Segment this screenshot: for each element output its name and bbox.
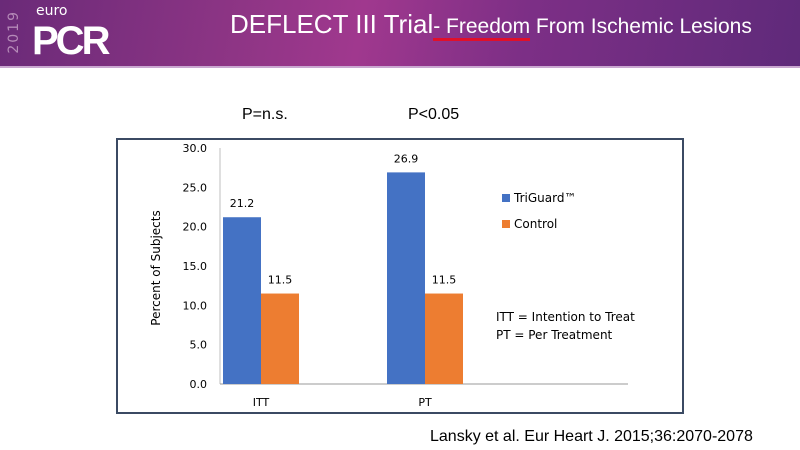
legend-label: Control [514,217,557,231]
x-tick-label: PT [418,396,432,409]
y-tick-label: 25.0 [183,181,208,194]
logo-euro: euro [36,3,68,19]
legend-swatch [502,220,510,228]
note-pt: PT = Per Treatment [496,328,613,342]
title-part1: DEFLECT III Trial [230,9,434,39]
note-itt: ITT = Intention to Treat [496,310,635,324]
y-tick-label: 0.0 [190,378,208,391]
x-tick-label: ITT [253,396,270,409]
y-tick-label: 15.0 [183,260,208,273]
legend-label: TriGuard™ [513,191,576,205]
y-tick-label: 10.0 [183,299,208,312]
data-label: 11.5 [432,274,457,287]
bar-control-pt [425,293,463,384]
logo-pcr: PCR [32,19,110,63]
p-value-itt: P=n.s. [242,106,288,123]
citation: Lansky et al. Eur Heart J. 2015;36:2070-… [430,428,753,445]
p-value-pt: P<0.05 [408,106,460,123]
chart-frame [116,138,684,414]
bar-triguard-pt [387,172,425,384]
data-label: 11.5 [268,274,293,287]
bar-control-itt [261,293,299,384]
y-tick-label: 20.0 [183,221,208,234]
legend-swatch [502,194,510,202]
y-tick-label: 5.0 [190,339,208,352]
data-label: 21.2 [230,197,255,210]
header-banner: 2019 euro PCR DEFLECT III Trial- Freedom… [0,0,800,68]
y-axis-label: Percent of Subjects [149,210,163,325]
data-label: 26.9 [394,152,419,165]
slide-title: DEFLECT III Trial- Freedom From Ischemic… [230,8,752,43]
bar-triguard-itt [223,217,261,384]
y-tick-label: 30.0 [183,142,208,155]
title-part2: - Freedom [433,15,531,41]
title-part3: From Ischemic Lesions [530,15,752,38]
